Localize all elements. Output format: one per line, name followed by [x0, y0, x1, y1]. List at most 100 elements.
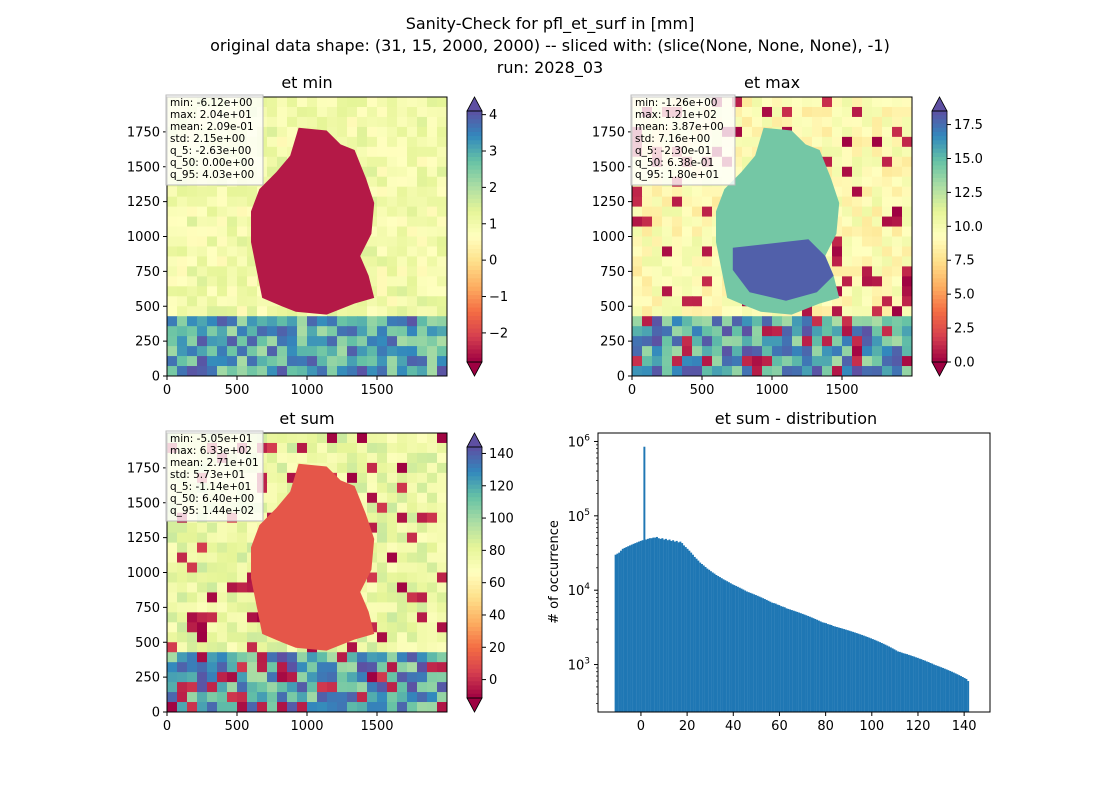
hist-x-tick-label: 140 — [952, 719, 977, 734]
histogram-bar — [931, 663, 934, 712]
histogram-bar — [697, 560, 700, 712]
histogram-bar — [700, 563, 703, 712]
hist-x-tick-label: 100 — [859, 719, 884, 734]
histogram-title: et sum - distribution — [715, 409, 877, 428]
histogram-bar — [763, 599, 766, 712]
histogram-bar — [632, 543, 635, 712]
stats-box-et-max: min: -1.26e+00 max: 1.21e+02 mean: 3.87e… — [630, 94, 736, 186]
histogram-bar — [675, 540, 678, 712]
histogram-bar — [965, 678, 968, 712]
histogram-bar — [817, 620, 820, 712]
histogram-bar — [772, 603, 775, 712]
stat-max: max: 6.33e+02 — [170, 445, 252, 457]
x-tick-label: 500 — [225, 719, 250, 734]
hist-x-tick-label: 60 — [771, 719, 788, 734]
histogram-bar — [798, 612, 801, 712]
histogram-bar — [945, 669, 948, 712]
hist-y-tick-label: 106 — [568, 433, 591, 450]
histogram-bar — [780, 606, 783, 712]
colorbar-tick-label: 60 — [489, 576, 506, 591]
histogram-bar — [767, 600, 770, 712]
histogram-bar — [688, 550, 691, 712]
histogram-bar — [897, 651, 899, 712]
histogram-bar — [961, 676, 964, 712]
y-tick-label: 1750 — [592, 125, 625, 140]
histogram-bar — [909, 655, 912, 712]
colorbar-tick-label: 140 — [489, 447, 514, 462]
histogram-bar — [825, 623, 828, 712]
histogram-bar — [702, 565, 705, 712]
histogram-bar — [744, 590, 747, 712]
histogram: 0 20 40 60 80 100 120 140 103 104 105 106 — [568, 432, 991, 734]
histogram-ylabel: # of occurrence — [547, 520, 562, 624]
colorbar-tick-label: 15.0 — [954, 152, 983, 167]
histogram-bar — [835, 626, 838, 712]
histogram-bar — [726, 581, 729, 712]
y-tick-label: 500 — [600, 300, 625, 315]
hist-y-tick-label: 104 — [568, 582, 591, 599]
histogram-bar — [677, 542, 680, 712]
histogram-bar — [871, 639, 874, 712]
y-tick-label: 250 — [135, 335, 160, 350]
histogram-bar — [706, 568, 709, 712]
histogram-bar — [774, 603, 777, 712]
stat-q95: q_95: 1.80e+01 — [635, 169, 719, 181]
region-overlay — [251, 463, 375, 651]
histogram-bar — [900, 652, 903, 712]
histogram-bar — [952, 672, 955, 712]
histogram-bar — [960, 676, 962, 712]
stats-box-et-min: min: -6.12e+00 max: 2.04e+01 mean: 2.09e… — [165, 94, 264, 186]
histogram-bar — [880, 642, 883, 712]
histogram-bar — [736, 586, 739, 712]
histogram-bar — [641, 540, 644, 712]
histogram-bar — [670, 540, 673, 712]
colorbar-tick-label: 120 — [489, 479, 514, 494]
histogram-bar — [704, 567, 707, 712]
histogram-bar — [870, 638, 873, 712]
colorbar: 4 3 2 1 0 −1 −2 — [466, 96, 508, 377]
histogram-bar — [879, 642, 882, 712]
histogram-bar — [801, 613, 804, 712]
y-tick-label: 1750 — [127, 461, 160, 476]
histogram-bar — [727, 582, 730, 712]
panel-title-et-max: et max — [744, 73, 800, 92]
histogram-bar — [657, 538, 660, 712]
histogram-bar — [938, 666, 941, 712]
histogram-bar — [724, 580, 727, 712]
histogram-bar — [855, 633, 858, 712]
histogram-bar — [891, 648, 894, 712]
histogram-bar — [717, 576, 720, 712]
histogram-bar — [783, 607, 786, 712]
histogram-bar — [862, 635, 865, 712]
y-tick-label: 0 — [152, 706, 160, 721]
histogram-bar — [695, 558, 698, 712]
histogram-bar — [861, 634, 864, 712]
stat-min: min: -5.05e+01 — [170, 433, 252, 445]
histogram-bar — [857, 633, 860, 712]
histogram-bar — [629, 545, 631, 712]
colorbar-tick-label: 100 — [489, 512, 514, 527]
histogram-bar — [794, 611, 797, 712]
histogram-bar — [713, 573, 716, 712]
histogram-bar — [954, 673, 957, 712]
colorbar-tick-label: 0 — [489, 673, 497, 688]
histogram-bar — [699, 562, 702, 712]
histogram-bar — [740, 588, 743, 712]
histogram-bar — [616, 553, 619, 712]
region-overlay — [251, 127, 375, 315]
histogram-bar — [940, 667, 943, 712]
histogram-bar — [718, 577, 721, 712]
histogram-bar — [720, 578, 723, 712]
histogram-bar — [650, 538, 653, 712]
histogram-bar — [636, 542, 639, 712]
hist-x-tick-label: 80 — [817, 719, 834, 734]
stat-q5: q_5: -2.30e-01 — [635, 145, 711, 157]
histogram-bar — [762, 598, 765, 712]
histogram-bar — [715, 575, 718, 712]
colorbar-tick-label: 2.5 — [954, 322, 975, 337]
histogram-bar — [756, 595, 759, 712]
histogram-bar — [790, 610, 793, 712]
colorbar-tick-label: 12.5 — [954, 186, 983, 201]
histogram-bar — [751, 593, 754, 712]
